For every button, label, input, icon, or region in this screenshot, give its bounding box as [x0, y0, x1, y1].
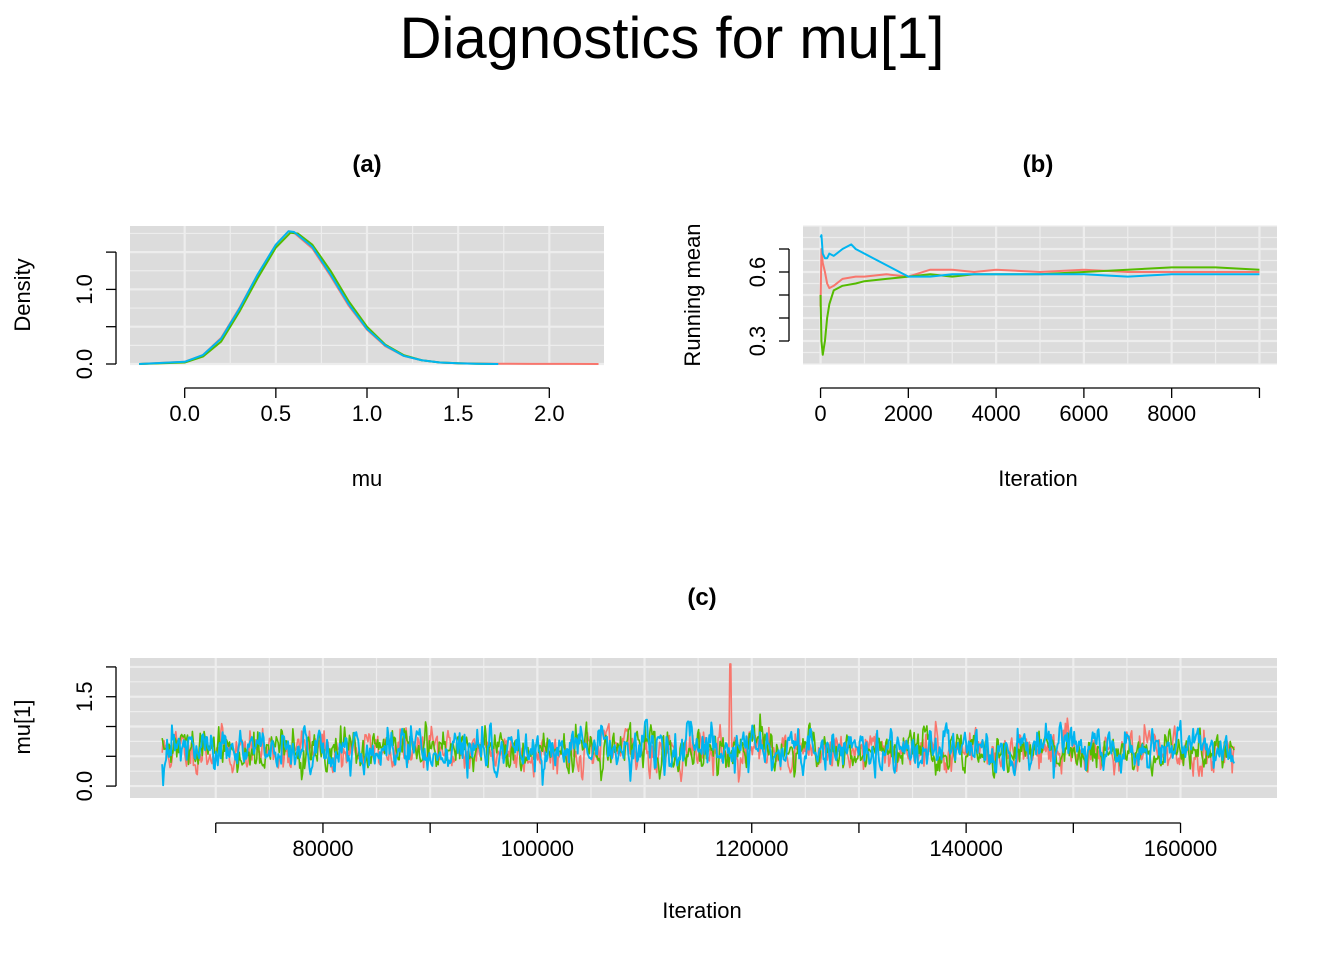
panel-b-xlabel: Iteration [998, 466, 1078, 491]
x-tick-label: 8000 [1147, 401, 1196, 426]
y-tick-label: 0.3 [745, 326, 770, 357]
panel-c-title: (c) [687, 584, 716, 611]
panel-b-title: (b) [1023, 151, 1054, 178]
x-tick-label: 1.5 [443, 401, 474, 426]
figure-title: Diagnostics for mu[1] [400, 6, 945, 71]
panel-b-series [819, 234, 1260, 356]
trace-chain-3 [161, 718, 1235, 787]
panel-a-axes: 0.0 0.5 1.0 1.5 2.0 0.0 1.0 [72, 251, 565, 426]
y-tick-label: 1.0 [72, 274, 97, 305]
x-tick-label: 100000 [501, 836, 574, 861]
x-tick-label: 2.0 [534, 401, 565, 426]
panel-b-axes: 0 2000 4000 6000 8000 0.3 0.6 [745, 248, 1261, 426]
y-tick-label: 0.0 [72, 771, 97, 802]
panel-a-ylabel: Density [10, 258, 35, 331]
x-tick-label: 6000 [1059, 401, 1108, 426]
x-tick-label: 2000 [884, 401, 933, 426]
panel-c-ylabel: mu[1] [10, 699, 35, 754]
x-tick-label: 0.0 [169, 401, 200, 426]
x-tick-label: 0 [814, 401, 826, 426]
panel-a-title: (a) [352, 151, 381, 178]
x-tick-label: 0.5 [261, 401, 292, 426]
series-line-3 [139, 230, 499, 365]
panel-c-trace: (c) 80000 100000 120000 140000 1600000.01.5 … [10, 584, 1277, 923]
x-tick-label: 140000 [929, 836, 1002, 861]
panel-b-running-mean: (b) 0 2000 4000 6000 8000 0.3 0.6 Iteration Ru… [680, 151, 1277, 491]
panel-a-xlabel: mu [352, 466, 383, 491]
panel-a-density: (a) 0.0 0.5 1.0 1.5 2.0 0.0 1.0 mu Density [10, 151, 604, 491]
panel-a-series [139, 230, 599, 365]
panel-b-ylabel: Running mean [680, 223, 705, 366]
y-tick-label: 0.0 [72, 349, 97, 380]
y-tick-label: 0.6 [745, 257, 770, 288]
series-line-3 [819, 234, 1260, 278]
panel-b-grid [803, 225, 1277, 365]
x-tick-label: 160000 [1144, 836, 1217, 861]
x-tick-label: 1.0 [352, 401, 383, 426]
x-tick-label: 120000 [715, 836, 788, 861]
x-tick-label: 4000 [972, 401, 1021, 426]
panel-c-series [161, 663, 1235, 787]
y-tick-label: 1.5 [72, 681, 97, 712]
panel-c-axes: 80000 100000 120000 140000 160000 0.0 1.5 [72, 666, 1217, 861]
series-line-2 [819, 266, 1260, 356]
panel-c-xlabel: Iteration [662, 898, 742, 923]
x-tick-label: 80000 [292, 836, 353, 861]
